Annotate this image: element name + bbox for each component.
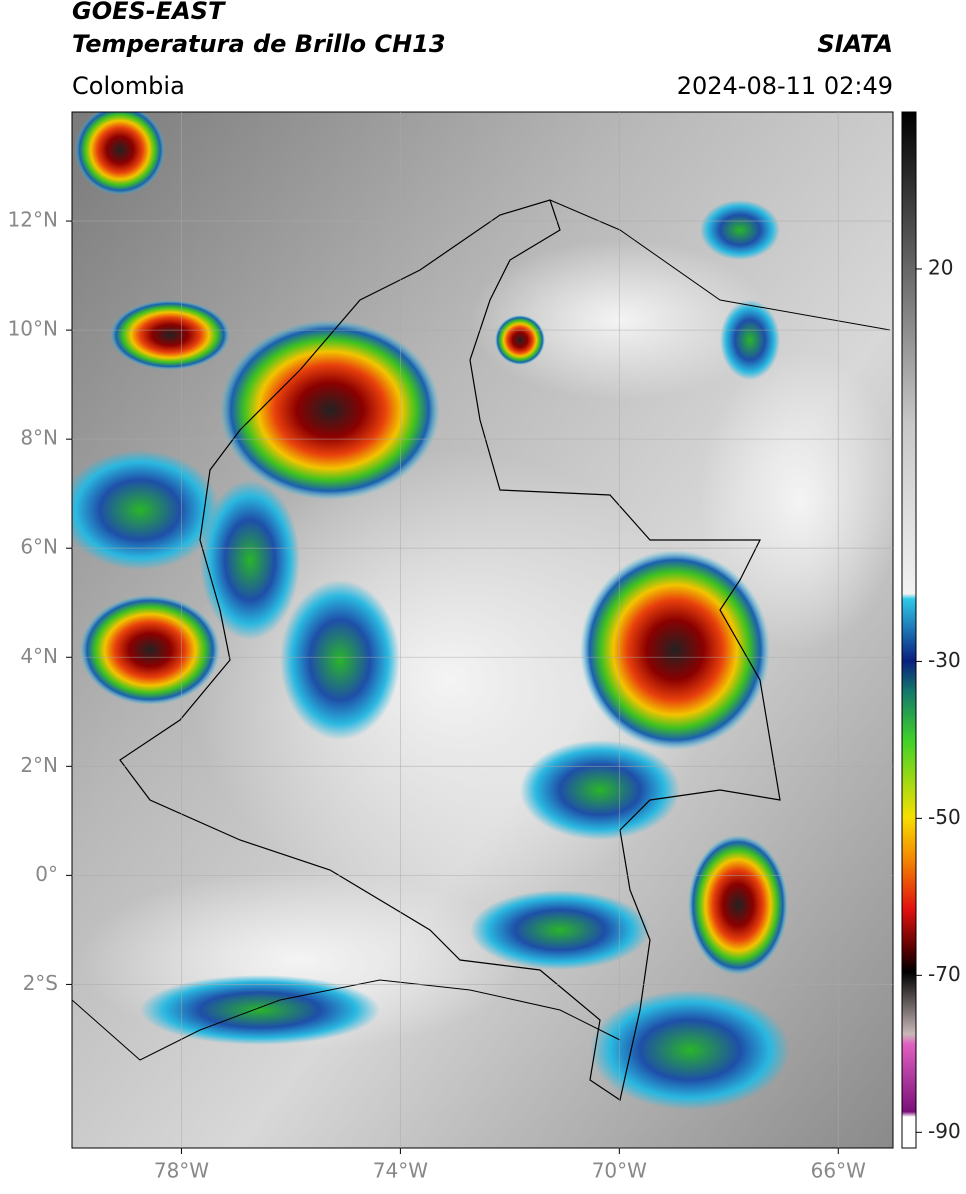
y-tick-label: 6°N bbox=[20, 535, 58, 559]
satellite: GOES-EAST bbox=[72, 0, 226, 25]
y-tick-label: 4°N bbox=[20, 644, 58, 668]
map-frame bbox=[71, 111, 894, 1149]
y-tick-label: 2°N bbox=[20, 753, 58, 777]
region: Colombia bbox=[72, 72, 185, 100]
y-tick-label: 10°N bbox=[8, 317, 58, 341]
x-tick-label: 78°W bbox=[154, 1159, 209, 1183]
satellite-image bbox=[72, 112, 893, 1148]
x-tick-label: 66°W bbox=[811, 1159, 866, 1183]
x-tick-label: 70°W bbox=[592, 1159, 647, 1183]
colorbar-tick-label: -50 bbox=[928, 805, 961, 829]
y-tick-label: 0° bbox=[35, 862, 58, 886]
y-tick-label: 2°S bbox=[23, 971, 58, 995]
source: SIATA bbox=[817, 30, 893, 58]
y-tick-label: 12°N bbox=[8, 208, 58, 232]
product: Temperatura de Brillo CH13 bbox=[72, 30, 446, 58]
datetime: 2024-08-11 02:49 bbox=[677, 72, 893, 100]
colorbar-tick-label: 20 bbox=[928, 255, 953, 279]
x-tick-label: 74°W bbox=[373, 1159, 428, 1183]
colorbar-tick-label: -90 bbox=[928, 1119, 961, 1143]
colorbar bbox=[901, 111, 917, 1149]
colorbar-tick-label: -30 bbox=[928, 648, 961, 672]
colorbar-tick-label: -70 bbox=[928, 962, 961, 986]
y-tick-label: 8°N bbox=[20, 426, 58, 450]
